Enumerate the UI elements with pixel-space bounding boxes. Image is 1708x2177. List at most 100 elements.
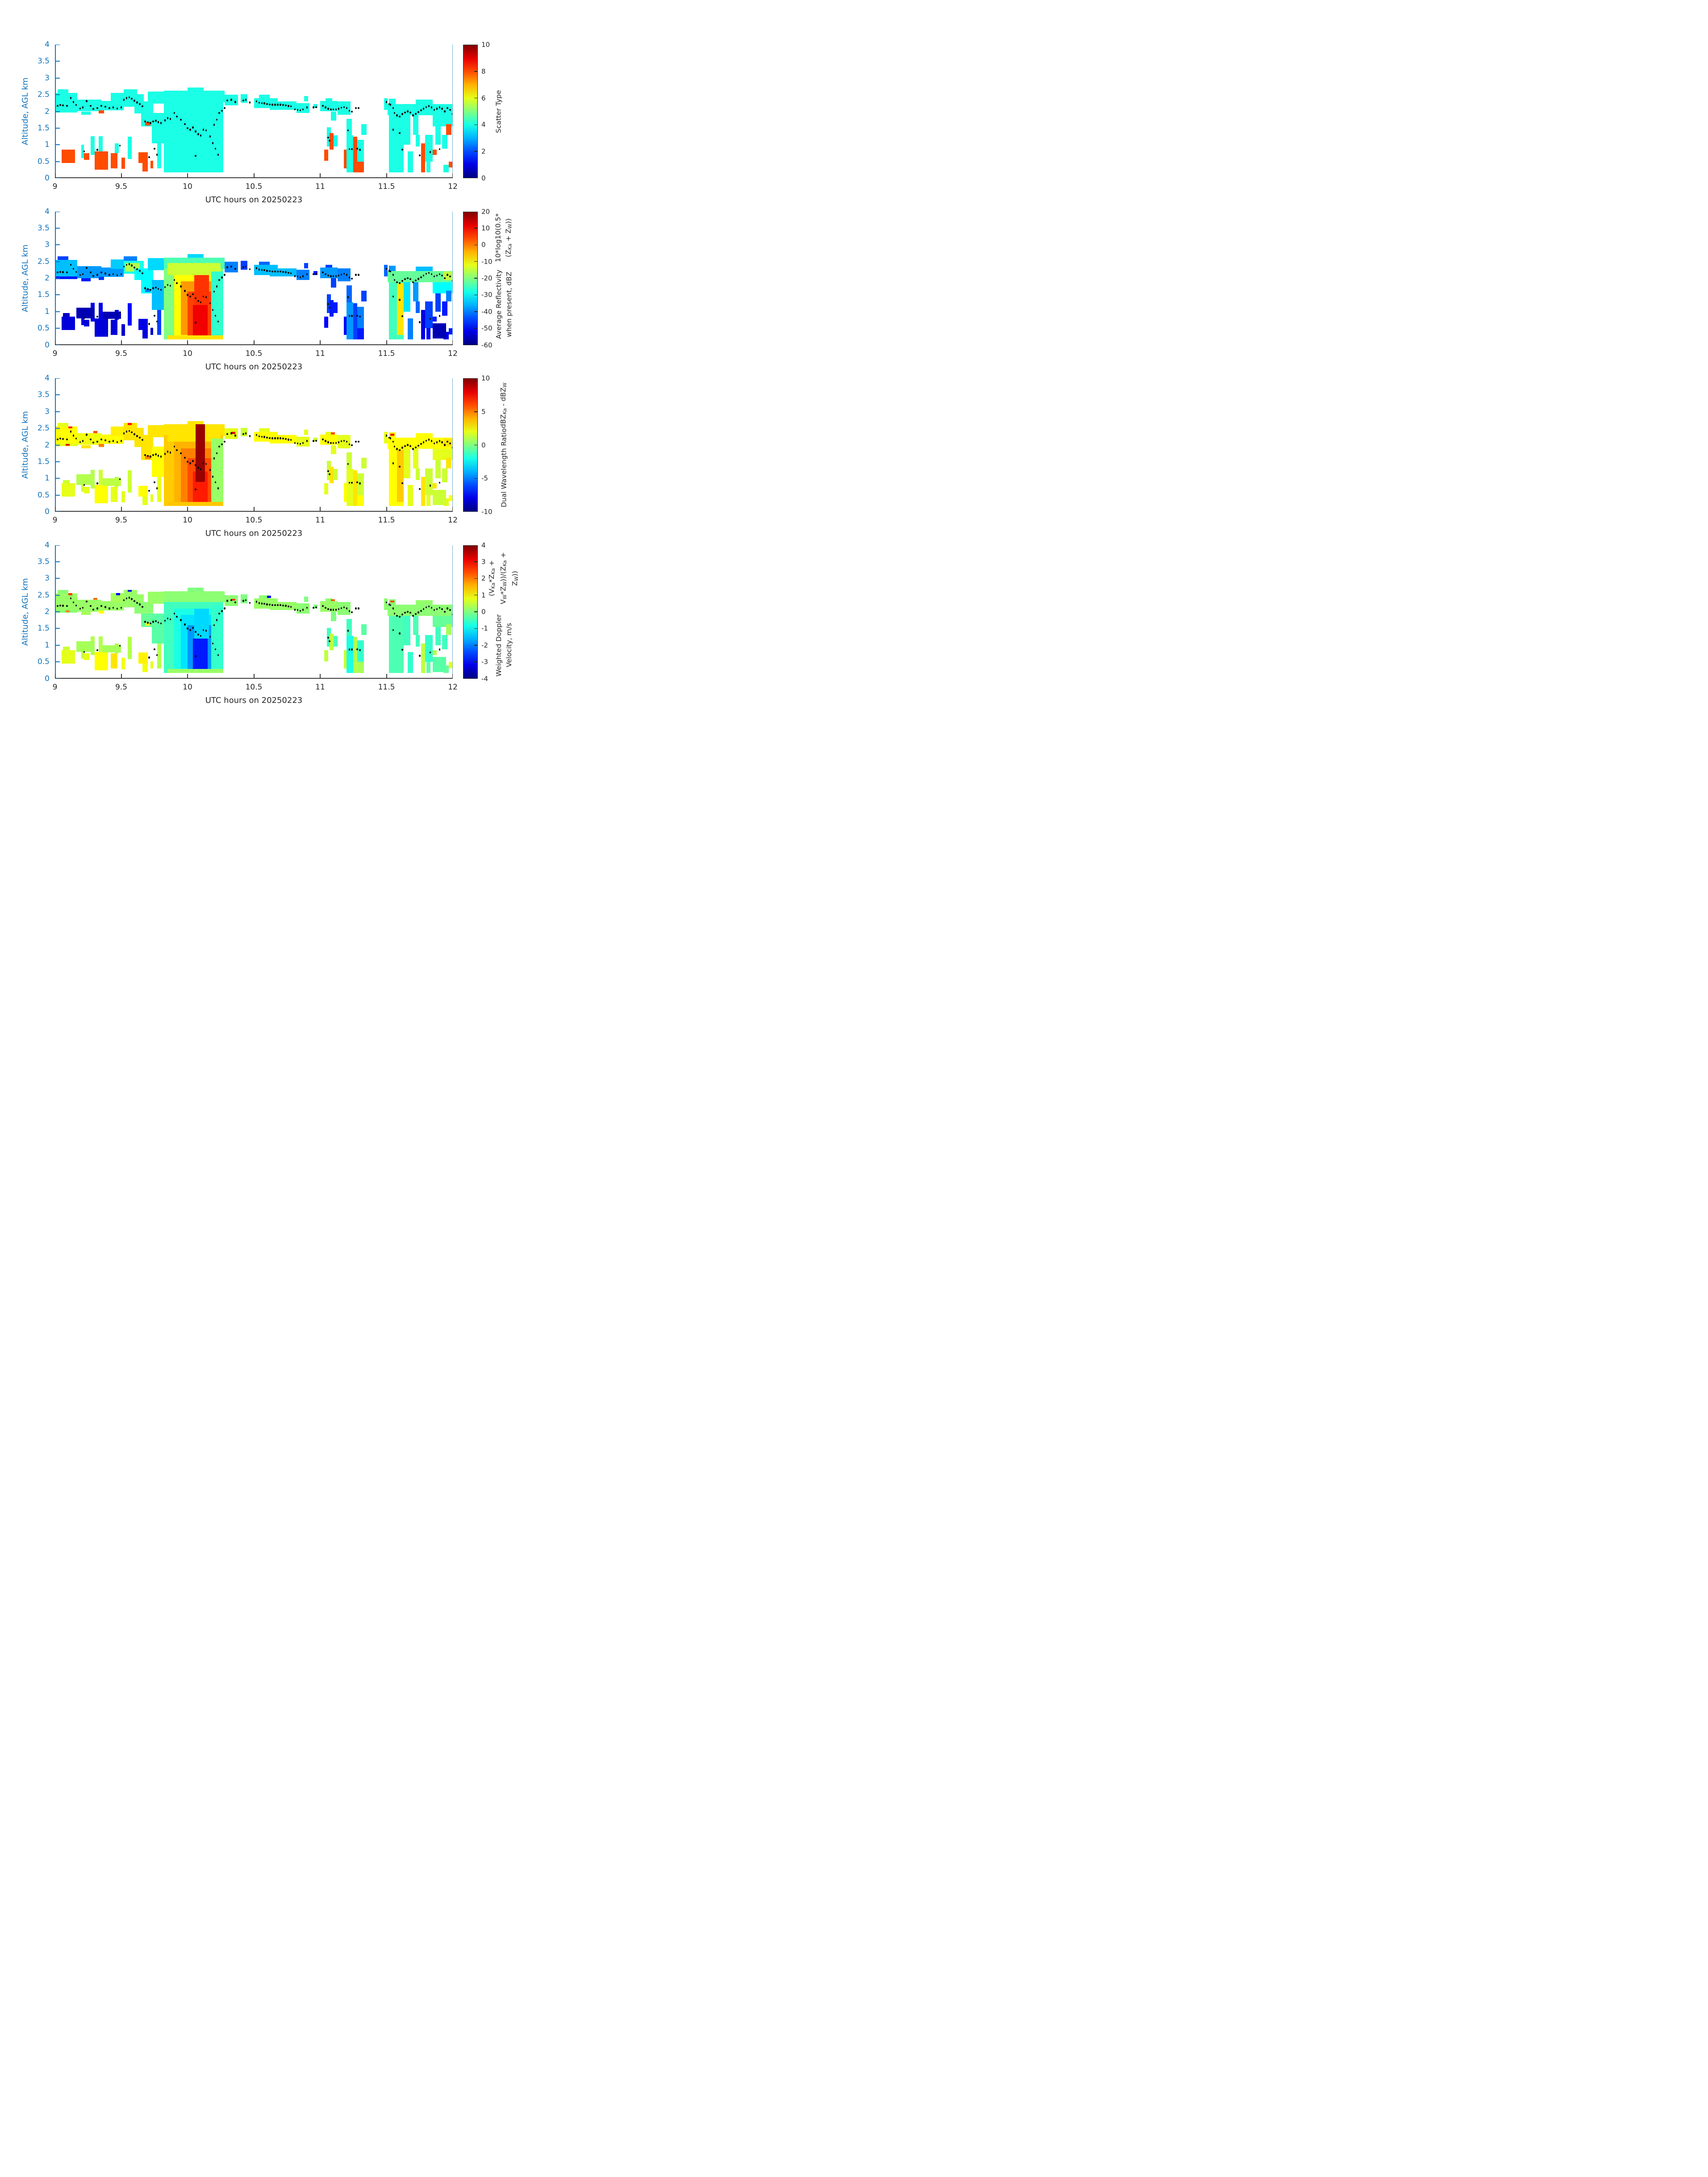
colorbar-tick-label: -3 (481, 658, 488, 666)
heatmap-cell (121, 658, 125, 669)
track-dot (123, 265, 125, 268)
track-dot (280, 104, 281, 106)
track-dot (173, 612, 175, 614)
colorbar-weighted-doppler-velocity (463, 545, 478, 679)
track-dot (263, 269, 266, 272)
track-dot (418, 154, 421, 157)
heatmap-cell (347, 302, 354, 339)
track-dot (226, 266, 228, 268)
heatmap-cell (304, 430, 309, 435)
track-dot (328, 306, 330, 309)
track-dot (128, 96, 130, 99)
x-tick (121, 173, 122, 177)
y-tick-label: 2 (45, 607, 50, 616)
track-dot (351, 481, 353, 484)
track-dot (399, 632, 401, 635)
y-tick (56, 127, 60, 129)
heatmap-cell (55, 593, 78, 610)
x-tick-label: 11.5 (378, 682, 395, 692)
heatmap-cell (128, 637, 132, 660)
heatmap-cell (124, 256, 138, 261)
y-tick-label: 2.5 (37, 424, 50, 433)
heatmap-cell (81, 278, 91, 282)
y-tick-label: 0 (45, 674, 50, 683)
colorbar-tick-label: -5 (481, 474, 488, 483)
track-dot (356, 148, 358, 150)
track-dot (90, 272, 92, 274)
track-dot (346, 107, 348, 109)
x-tick-label: 9 (52, 682, 58, 692)
track-dot (192, 460, 194, 462)
track-dot (425, 606, 427, 609)
track-dot (70, 97, 72, 99)
track-dot (335, 108, 337, 111)
heatmap-cell (324, 150, 328, 161)
heatmap-cell (433, 449, 453, 460)
track-dot (184, 623, 186, 626)
heatmap-cell (188, 458, 212, 506)
heatmap-cell (128, 136, 132, 159)
x-tick (386, 173, 387, 177)
y-tick (56, 611, 60, 612)
track-dot (167, 451, 169, 453)
track-dot (399, 115, 401, 117)
track-dot (205, 296, 207, 298)
heatmap-cell (147, 592, 164, 604)
x-tick-label: 9 (52, 516, 58, 525)
track-dot (449, 609, 451, 611)
colorbar-tick (474, 645, 477, 646)
heatmap-cell (329, 133, 334, 150)
heatmap-cell (353, 637, 358, 673)
track-dot (385, 101, 388, 103)
heatmap-cell (76, 641, 95, 652)
track-dot (355, 274, 357, 276)
heatmap-cell (347, 469, 354, 506)
track-dot (347, 296, 349, 298)
y-tick-label: 0 (45, 340, 50, 350)
y-tick-label: 1 (45, 474, 50, 483)
heatmap-cell (174, 442, 217, 506)
track-dot (147, 455, 149, 457)
track-dot (392, 129, 394, 131)
colorbar-tick-label: 6 (481, 94, 486, 102)
heatmap-cell (446, 624, 452, 635)
track-dot (192, 126, 194, 129)
track-dot (277, 270, 279, 273)
heatmap-cell (389, 265, 396, 271)
track-dot (409, 111, 411, 113)
track-dot (425, 106, 427, 108)
heatmap-cell (361, 457, 367, 468)
track-dot (189, 129, 191, 131)
y-tick-label: 1 (45, 307, 50, 316)
heatmap-cell (110, 486, 117, 502)
track-dot (407, 610, 409, 613)
track-dot (261, 602, 263, 605)
track-dot (299, 610, 301, 612)
track-dot (57, 272, 58, 274)
track-dot (147, 622, 149, 624)
track-dot (351, 611, 353, 613)
heatmap-cell (138, 319, 148, 330)
track-dot (356, 648, 358, 650)
heatmap-cell (150, 327, 153, 335)
heatmap-cell (389, 449, 404, 506)
y-tick (56, 394, 60, 396)
track-dot (173, 279, 175, 281)
track-dot (330, 275, 332, 277)
track-dot (197, 300, 199, 302)
track-dot (116, 274, 118, 276)
colorbar-label-line: dBZKa - dBZW (499, 382, 508, 429)
track-dot (249, 268, 251, 270)
y-tick-label: 3.5 (37, 223, 50, 233)
heatmap-cell (259, 95, 270, 98)
right-axis-spine (452, 545, 453, 679)
heatmap-cell (347, 285, 352, 302)
track-dot (263, 602, 266, 605)
track-dot (385, 601, 388, 604)
y-axis-spine (55, 45, 56, 178)
heatmap-cell (192, 305, 208, 339)
x-tick-label: 9.5 (115, 349, 128, 358)
track-dot (277, 104, 279, 106)
track-dot (75, 604, 77, 606)
track-dot (351, 148, 353, 150)
